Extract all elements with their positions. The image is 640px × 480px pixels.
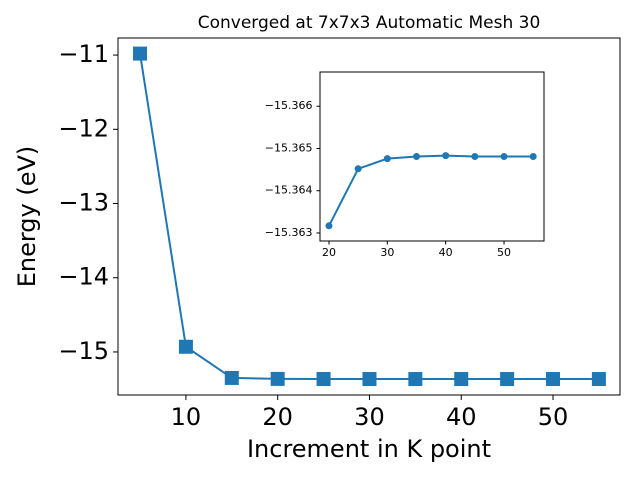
x-axis-label: Increment in K point	[247, 435, 491, 463]
x-tick-label: 30	[380, 246, 394, 259]
x-tick-label: 40	[439, 246, 453, 259]
marker	[325, 222, 333, 230]
x-tick-label: 20	[262, 403, 293, 431]
marker	[383, 155, 391, 163]
x-tick-label: 10	[171, 403, 202, 431]
marker	[408, 372, 423, 387]
x-tick-label: 40	[446, 403, 477, 431]
marker	[500, 372, 515, 387]
marker	[224, 370, 239, 385]
marker	[178, 339, 193, 354]
marker	[354, 165, 362, 173]
marker	[546, 372, 561, 387]
x-tick-label: 30	[354, 403, 385, 431]
y-tick-label: −11	[58, 40, 109, 68]
y-tick-label: −15.364	[265, 184, 313, 197]
x-tick-label: 20	[322, 246, 336, 259]
series-line	[328, 154, 534, 227]
y-tick-label: −15.365	[265, 141, 313, 154]
marker	[500, 153, 508, 160]
x-tick-label: 50	[497, 246, 511, 259]
y-tick-label: −14	[58, 263, 109, 291]
marker	[442, 152, 450, 160]
y-tick-label: −12	[58, 114, 109, 142]
marker	[270, 371, 285, 386]
y-tick-label: −15.366	[265, 99, 313, 112]
y-tick-label: −15.363	[265, 226, 313, 239]
marker	[133, 46, 148, 61]
chart-title: Converged at 7x7x3 Automatic Mesh 30	[198, 13, 541, 33]
marker	[529, 153, 537, 160]
y-tick-label: −13	[58, 189, 109, 217]
marker	[591, 372, 606, 387]
marker	[454, 372, 469, 387]
marker	[413, 153, 421, 160]
y-tick-label: −15	[58, 337, 109, 365]
marker	[316, 372, 331, 387]
marker	[362, 372, 377, 387]
x-tick-label: 50	[538, 403, 569, 431]
marker	[471, 153, 479, 160]
y-axis-label: Energy (eV)	[13, 146, 41, 288]
